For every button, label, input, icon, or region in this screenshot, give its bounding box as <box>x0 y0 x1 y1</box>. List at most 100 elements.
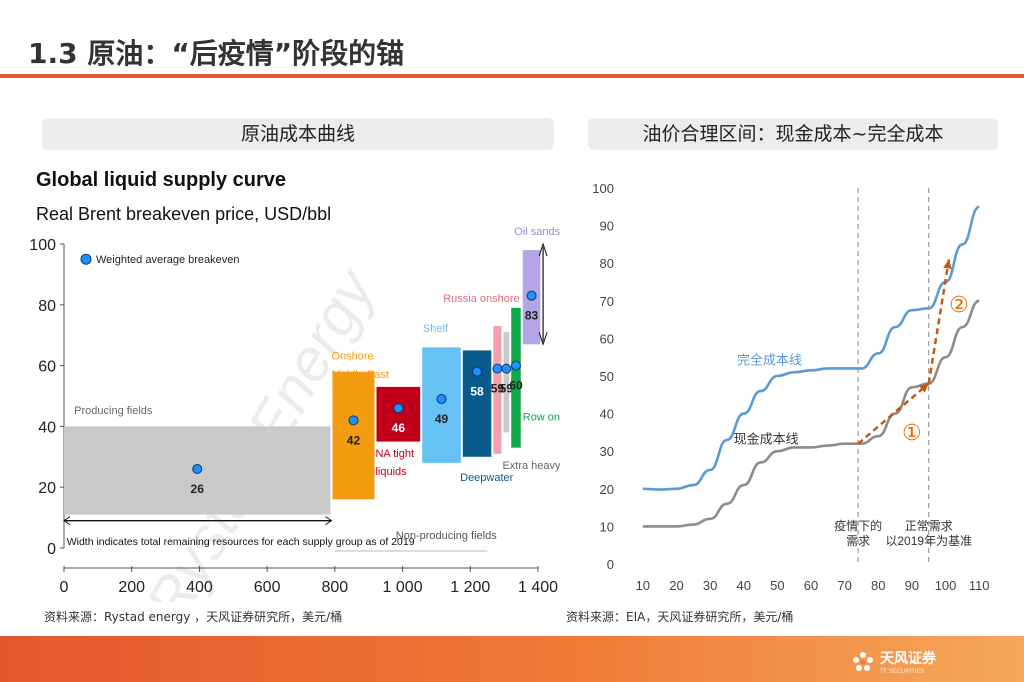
left-panel-title: 原油成本曲线 <box>42 118 554 150</box>
breakeven-point <box>472 366 483 377</box>
breakeven-value-label: 59 <box>491 382 505 396</box>
scenario-marker-2: ② <box>949 292 969 317</box>
group-label-oil-sands: Oil sands <box>514 226 560 238</box>
x-tick-label: 30 <box>703 578 717 593</box>
x-tick-label: 600 <box>254 579 281 596</box>
group-label-liquids: liquids <box>375 466 407 478</box>
group-label-extra-heavy-oil: Extra heavy oil <box>502 460 560 472</box>
y-tick-label: 20 <box>38 480 56 497</box>
range-arrow-down <box>538 332 548 346</box>
breakeven-point <box>492 363 503 374</box>
y-tick-label: 50 <box>600 369 614 384</box>
width-note: Width indicates total remaining resource… <box>67 536 415 548</box>
x-tick-label: 200 <box>118 579 145 596</box>
group-label-shelf: Shelf <box>423 323 449 335</box>
group-label-producing-fields: Producing fields <box>74 405 153 417</box>
scenario-marker-1: ① <box>902 420 922 445</box>
x-tick-label: 1 400 <box>518 579 558 596</box>
y-tick-label: 40 <box>600 407 614 422</box>
x-tick-label: 400 <box>186 579 213 596</box>
x-tick-label: 1 000 <box>383 579 423 596</box>
reference-label: 疫情下的 <box>834 518 882 533</box>
cash-cost-line <box>642 299 980 528</box>
full-cost-label: 完全成本线 <box>737 353 802 368</box>
breakeven-value-label: 58 <box>470 385 484 399</box>
y-tick-label: 40 <box>38 419 56 436</box>
x-tick-label: 0 <box>60 579 69 596</box>
range-arrow-up <box>538 242 548 257</box>
non-producing-label: Non-producing fields <box>396 530 497 542</box>
breakeven-point <box>393 403 404 414</box>
breakeven-point <box>192 463 203 474</box>
breakeven-value-label: 83 <box>525 309 539 323</box>
group-label-middle-east: Middle East <box>331 369 388 381</box>
cash-cost-label: 现金成本线 <box>734 432 799 447</box>
breakeven-value-label: 60 <box>509 379 523 393</box>
breakeven-point <box>526 290 537 301</box>
x-tick-label: 10 <box>636 578 650 593</box>
scenario-arrow-line <box>857 382 930 445</box>
group-label-russia-onshore: Russia onshore <box>443 293 519 305</box>
scenario-arrow-line <box>927 259 951 384</box>
breakeven-point <box>510 360 521 371</box>
x-tick-label: 90 <box>905 578 919 593</box>
y-tick-label: 90 <box>600 219 614 234</box>
bar-row-onshore <box>511 307 521 448</box>
width-arrow-left <box>63 516 71 526</box>
width-arrow-right <box>325 516 333 526</box>
left-source-note: 资料来源：Rystad energy ，天风证券研究所，美元/桶 <box>44 610 343 624</box>
group-label-row-onshore: Row onshore <box>523 411 560 423</box>
breakeven-point <box>348 415 359 426</box>
page-title: 1.3 原油：“后疫情”阶段的锚 <box>28 37 405 70</box>
logo-subtext: TF SECURITIES <box>880 668 925 675</box>
bar-shelf <box>422 347 461 463</box>
x-tick-label: 60 <box>804 578 818 593</box>
company-logo: 天风证券 TF SECURITIES <box>852 648 936 675</box>
reference-label: 正常需求 <box>905 519 953 533</box>
x-tick-label: 80 <box>871 578 885 593</box>
y-tick-label: 70 <box>600 294 614 309</box>
reference-label: 以2019年为基准 <box>885 534 972 548</box>
group-label-na-tight: NA tight <box>375 448 414 460</box>
y-tick-label: 0 <box>47 541 56 558</box>
y-tick-label: 20 <box>600 482 614 497</box>
right-panel-title: 油价合理区间：现金成本~完全成本 <box>588 118 998 150</box>
y-tick-label: 60 <box>600 331 614 346</box>
x-tick-label: 50 <box>770 578 784 593</box>
x-tick-label: 40 <box>736 578 750 593</box>
full-cost-line <box>642 205 980 491</box>
breakeven-point <box>436 394 447 405</box>
bar-deepwater <box>462 350 492 457</box>
x-tick-label: 20 <box>669 578 683 593</box>
bar-na-tight-liquids <box>376 386 421 442</box>
group-label-deepwater: Deepwater <box>460 472 514 484</box>
breakeven-value-label: 49 <box>435 412 449 426</box>
y-tick-label: 100 <box>29 237 56 254</box>
breakeven-value-label: 59 <box>500 382 514 396</box>
scenario-arrowhead <box>919 383 929 393</box>
y-tick-label: 0 <box>607 557 614 572</box>
y-tick-label: 60 <box>38 359 56 376</box>
chart-subtitle: Real Brent breakeven price, USD/bbl <box>36 204 331 224</box>
logo-text: 天风证券 <box>880 651 936 667</box>
breakeven-value-label: 46 <box>392 421 406 435</box>
y-tick-label: 80 <box>38 298 56 315</box>
right-source-note: 资料来源：EIA，天风证券研究所，美元/桶 <box>566 610 794 624</box>
title-rule <box>0 74 1024 78</box>
y-tick-label: 80 <box>600 256 614 271</box>
x-tick-label: 800 <box>322 579 349 596</box>
x-tick-label: 100 <box>935 578 957 593</box>
scenario-arrowhead <box>943 259 952 270</box>
chart-title: Global liquid supply curve <box>36 169 286 191</box>
legend-marker <box>80 253 92 265</box>
bar-onshore-middle-east <box>332 371 375 500</box>
y-tick-label: 100 <box>592 181 614 196</box>
x-tick-label: 1 200 <box>450 579 490 596</box>
reference-label: 需求 <box>846 534 870 548</box>
breakeven-point <box>501 363 512 374</box>
oil-price-range-chart: 0 10 20 30 40 50 60 70 80 90 100 10 20 30 40 50 60 70 80 90… <box>592 181 989 593</box>
y-tick-label: 30 <box>600 444 614 459</box>
breakeven-value-label: 26 <box>191 482 205 496</box>
bar-extra-heavy-oil <box>503 332 510 433</box>
